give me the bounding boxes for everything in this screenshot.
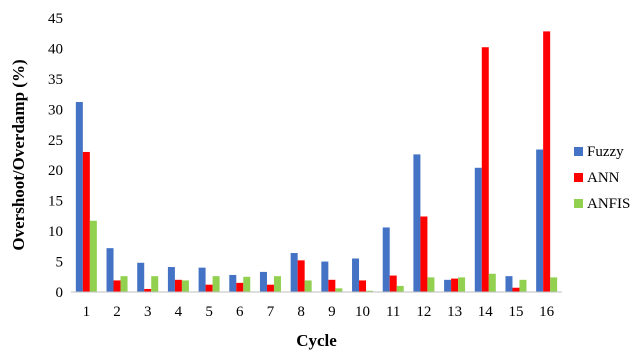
x-tick-label: 4: [175, 304, 183, 320]
y-tick-label: 40: [48, 41, 63, 57]
x-tick-label: 12: [416, 304, 431, 320]
legend-swatch-anfis: [574, 199, 583, 208]
x-tick-label: 8: [297, 304, 305, 320]
bar-ann-cycle-8: [297, 260, 305, 292]
bar-fuzzy-cycle-15: [505, 276, 513, 292]
bar-fuzzy-cycle-6: [229, 274, 237, 292]
bar-fuzzy-cycle-9: [321, 261, 329, 292]
bar-fuzzy-cycle-5: [198, 267, 206, 292]
bar-anfis-cycle-10: [366, 290, 374, 292]
bar-ann-cycle-3: [144, 288, 152, 292]
y-tick-label: 25: [48, 133, 63, 149]
x-tick-label: 11: [386, 304, 400, 320]
bar-fuzzy-cycle-12: [413, 154, 421, 292]
y-tick-label: 45: [48, 11, 63, 27]
bar-anfis-cycle-4: [181, 280, 189, 292]
y-tick-label: 5: [56, 255, 64, 271]
bar-anfis-cycle-16: [550, 277, 558, 292]
legend-swatch-fuzzy: [574, 147, 583, 156]
y-tick-label: 0: [56, 285, 64, 301]
bar-fuzzy-cycle-1: [75, 102, 83, 292]
bar-anfis-cycle-5: [212, 276, 220, 292]
bar-fuzzy-cycle-11: [382, 227, 390, 292]
bar-fuzzy-cycle-14: [474, 167, 482, 292]
bar-ann-cycle-13: [451, 278, 459, 292]
x-tick-label: 16: [539, 304, 555, 320]
y-tick-label: 35: [48, 72, 63, 88]
bar-ann-cycle-9: [328, 279, 336, 292]
legend: Fuzzy ANN ANFIS: [574, 144, 630, 212]
bar-anfis-cycle-2: [120, 276, 128, 292]
x-tick-label: 13: [447, 304, 462, 320]
x-tick-label: 9: [328, 304, 336, 320]
bar-anfis-cycle-11: [396, 285, 404, 292]
bar-ann-cycle-10: [359, 280, 367, 292]
bar-fuzzy-cycle-8: [290, 253, 298, 292]
y-tick-label: 10: [48, 224, 63, 240]
bar-anfis-cycle-14: [488, 273, 496, 292]
bar-fuzzy-cycle-2: [106, 248, 114, 292]
bar-anfis-cycle-15: [519, 279, 527, 292]
x-tick-label: 15: [508, 304, 523, 320]
x-axis-ticks: 1 2 3 4 5 6 7 8 9 10 11 12 13 14 15 16: [83, 304, 555, 320]
x-tick-label: 5: [205, 304, 213, 320]
bar-ann-cycle-7: [266, 284, 274, 292]
y-tick-label: 20: [48, 163, 63, 179]
bar-ann-cycle-4: [174, 279, 182, 292]
legend-swatch-ann: [574, 173, 583, 182]
legend-label-ann: ANN: [587, 170, 620, 186]
y-tick-label: 15: [48, 194, 63, 210]
bar-ann-cycle-1: [82, 151, 90, 292]
x-tick-label: 10: [355, 304, 370, 320]
x-tick-label: 7: [267, 304, 275, 320]
bar-anfis-cycle-12: [427, 277, 435, 292]
bar-fuzzy-cycle-10: [352, 258, 360, 292]
x-axis-title: Cycle: [296, 331, 337, 350]
x-tick-label: 2: [113, 304, 121, 320]
x-tick-label: 1: [83, 304, 91, 320]
legend-label-fuzzy: Fuzzy: [587, 144, 624, 160]
bar-anfis-cycle-7: [273, 276, 281, 292]
bar-ann-cycle-5: [205, 284, 213, 292]
bar-fuzzy-cycle-7: [259, 271, 267, 292]
x-tick-label: 6: [236, 304, 244, 320]
bar-ann-cycle-11: [389, 275, 397, 292]
bar-fuzzy-cycle-3: [137, 262, 145, 292]
x-tick-label: 14: [478, 304, 494, 320]
bar-fuzzy-cycle-13: [444, 279, 452, 292]
bar-ann-cycle-6: [236, 282, 244, 292]
bar-anfis-cycle-3: [151, 276, 159, 292]
y-axis-ticks: 0 5 10 15 20 25 30 35 40 45: [48, 11, 63, 301]
bar-anfis-cycle-1: [89, 220, 97, 292]
bar-ann-cycle-16: [543, 31, 551, 292]
y-tick-label: 30: [48, 102, 63, 118]
bar-ann-cycle-12: [420, 216, 428, 292]
bars: [75, 31, 558, 292]
y-axis-title: Overshoot/Overdamp (%): [9, 59, 28, 250]
bar-anfis-cycle-9: [335, 288, 343, 292]
x-tick-label: 3: [144, 304, 152, 320]
legend-label-anfis: ANFIS: [587, 196, 630, 212]
bar-anfis-cycle-13: [458, 277, 466, 292]
bar-anfis-cycle-6: [243, 276, 251, 292]
bar-anfis-cycle-8: [304, 280, 312, 292]
bar-fuzzy-cycle-4: [167, 267, 175, 292]
bar-ann-cycle-15: [512, 287, 520, 292]
bar-ann-cycle-14: [481, 47, 489, 292]
bar-fuzzy-cycle-16: [536, 149, 544, 292]
bar-ann-cycle-2: [113, 280, 121, 292]
